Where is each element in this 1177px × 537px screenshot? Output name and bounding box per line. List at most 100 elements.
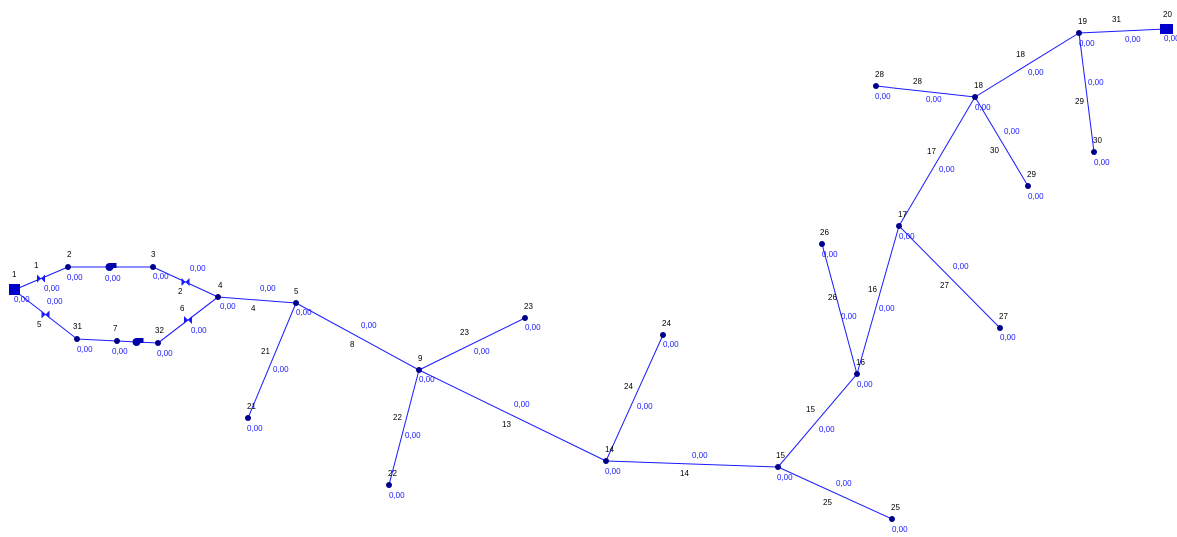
junction-node-17[interactable]	[896, 223, 902, 229]
valve-icon[interactable]	[184, 316, 192, 324]
link-31[interactable]	[1078, 28, 1167, 34]
link-26[interactable]	[821, 243, 858, 375]
link-value-label: 0,00	[474, 347, 490, 356]
node-id-label: 19	[1078, 17, 1087, 26]
link-value-label: 0,00	[47, 297, 63, 306]
node-id-label: 26	[820, 228, 829, 237]
junction-node-7[interactable]	[114, 338, 120, 344]
node-id-label: 25	[891, 503, 900, 512]
node-id-label: 20	[1163, 10, 1172, 19]
link-id-label: 30	[990, 146, 999, 155]
node-id-label: 23	[524, 302, 533, 311]
junction-node-26[interactable]	[819, 241, 825, 247]
node-id-label: 9	[418, 354, 423, 363]
link-28[interactable]	[875, 85, 976, 98]
node-value-label: 0,00	[247, 424, 263, 433]
node-value-label: 0,00	[822, 250, 838, 259]
link-4[interactable]	[217, 296, 297, 304]
link-id-label: 14	[680, 469, 689, 478]
link-value-label: 0,00	[105, 274, 121, 283]
link-value-label: 0,00	[841, 312, 857, 321]
node-value-label: 0,00	[389, 491, 405, 500]
link-value-label: 0,00	[926, 95, 942, 104]
tank-icon[interactable]	[1160, 24, 1173, 34]
node-id-label: 5	[294, 287, 299, 296]
node-id-label: 17	[898, 210, 907, 219]
link-17[interactable]	[898, 96, 976, 227]
node-value-label: 0,00	[1094, 158, 1110, 167]
link-id-label: 21	[261, 347, 270, 356]
junction-node-14[interactable]	[603, 458, 609, 464]
link-id-label: 23	[460, 328, 469, 337]
node-id-label: 7	[113, 324, 118, 333]
junction-node-31[interactable]	[74, 336, 80, 342]
junction-node-27[interactable]	[997, 325, 1003, 331]
junction-node-15[interactable]	[775, 464, 781, 470]
link-22[interactable]	[388, 369, 420, 486]
junction-node-24[interactable]	[660, 332, 666, 338]
link-id-label: 31	[1112, 15, 1121, 24]
link-id-label: 16	[868, 285, 877, 294]
valve-icon[interactable]	[41, 310, 50, 319]
link-seg-5[interactable]	[76, 338, 118, 342]
node-value-label: 0,00	[525, 323, 541, 332]
node-id-label: 22	[388, 469, 397, 478]
junction-node-5[interactable]	[293, 300, 299, 306]
junction-node-28[interactable]	[873, 83, 879, 89]
node-value-label: 0,00	[77, 345, 93, 354]
node-id-label: 2	[67, 250, 72, 259]
valve-icon[interactable]	[37, 274, 45, 283]
link-value-label: 0,00	[405, 431, 421, 440]
junction-node-25[interactable]	[889, 516, 895, 522]
pump-icon[interactable]	[105, 263, 117, 271]
link-15[interactable]	[777, 373, 858, 468]
link-29[interactable]	[1078, 32, 1095, 153]
node-value-label: 0,00	[875, 92, 891, 101]
junction-node-9[interactable]	[416, 367, 422, 373]
link-value-label: 0,00	[836, 479, 852, 488]
link-value-label: 0,00	[44, 284, 60, 293]
link-14[interactable]	[605, 460, 779, 468]
link-16[interactable]	[856, 225, 900, 375]
link-13[interactable]	[418, 369, 607, 462]
link-value-label: 0,00	[637, 402, 653, 411]
junction-node-4[interactable]	[215, 294, 221, 300]
pump-icon[interactable]	[132, 338, 144, 346]
link-value-label: 0,00	[260, 284, 276, 293]
node-id-label: 18	[974, 81, 983, 90]
junction-node-29[interactable]	[1025, 183, 1031, 189]
node-id-label: 4	[218, 281, 223, 290]
link-value-label: 0,00	[819, 425, 835, 434]
junction-node-16[interactable]	[854, 371, 860, 377]
junction-node-22[interactable]	[386, 482, 392, 488]
junction-node-18[interactable]	[972, 94, 978, 100]
link-24[interactable]	[605, 334, 664, 462]
link-30[interactable]	[974, 96, 1029, 187]
link-21[interactable]	[247, 302, 297, 419]
link-id-label: 8	[350, 340, 355, 349]
symbols-layer	[37, 263, 192, 346]
junction-node-21[interactable]	[245, 415, 251, 421]
junction-node-23[interactable]	[522, 315, 528, 321]
valve-icon[interactable]	[181, 278, 190, 286]
node-value-label: 0,00	[1028, 192, 1044, 201]
link-id-label: 4	[251, 304, 256, 313]
junction-node-32[interactable]	[155, 340, 161, 346]
junction-node-2[interactable]	[65, 264, 71, 270]
link-25[interactable]	[777, 466, 893, 520]
node-value-label: 0,00	[892, 525, 908, 534]
link-27[interactable]	[898, 225, 1001, 329]
link-value-label: 0,00	[1028, 68, 1044, 77]
link-23[interactable]	[418, 317, 526, 371]
tank-icon[interactable]	[9, 284, 20, 295]
junction-node-19[interactable]	[1076, 30, 1082, 36]
junction-node-30[interactable]	[1091, 149, 1097, 155]
link-18[interactable]	[974, 32, 1080, 98]
link-id-label: 28	[913, 77, 922, 86]
junction-node-3[interactable]	[150, 264, 156, 270]
node-id-label: 27	[999, 312, 1008, 321]
link-value-label: 0,00	[1088, 78, 1104, 87]
link-8[interactable]	[295, 302, 420, 371]
node-value-label: 0,00	[663, 340, 679, 349]
